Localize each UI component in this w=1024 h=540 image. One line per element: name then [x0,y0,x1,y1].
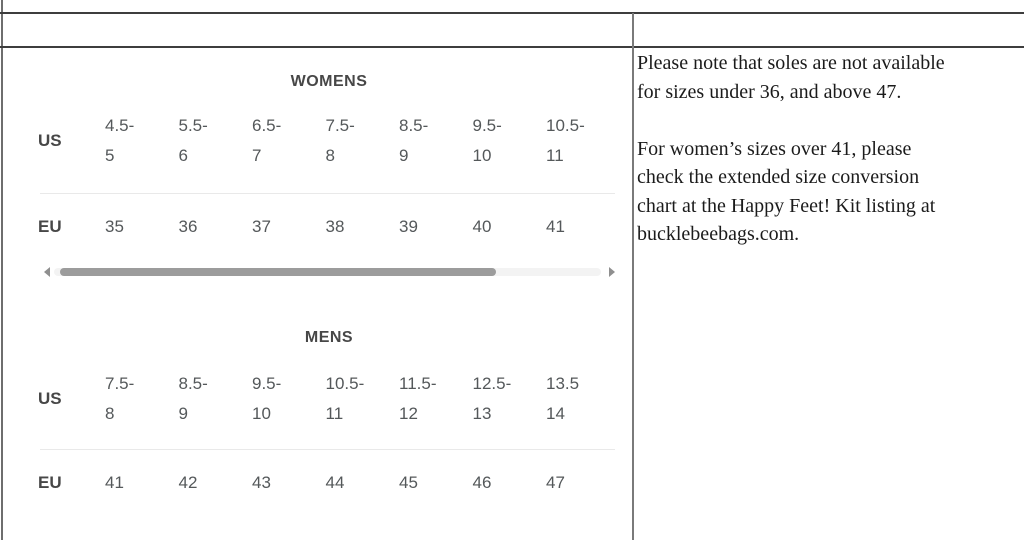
mens-us-label: US [38,389,62,408]
womens-us-cell: 10.5- 11 [546,116,585,165]
mens-us-cell: 10.5- 11 [325,374,365,423]
note-paragraph-extended-sizes: For women’s sizes over 41, please check … [637,137,936,246]
mens-eu-cell: 47 [546,473,565,492]
womens-eu-label: EU [38,217,62,236]
womens-eu-cell: 40 [472,217,492,236]
womens-eu-row: EU 35 36 37 38 39 40 41 [38,212,628,242]
womens-us-cell: 7.5- 8 [325,116,355,165]
womens-us-row: US 4.5- 5 5.5- 6 6.5- 7 7.5- 8 8.5- 9 9.… [38,110,628,172]
table-column-divider [632,13,634,540]
womens-eu-cell: 36 [178,217,198,236]
mens-us-cell: 12.5- 13 [472,374,512,423]
womens-us-cell: 4.5- 5 [105,116,135,165]
mens-eu-label: EU [38,473,62,492]
mens-eu-cell: 41 [105,473,124,492]
mens-us-row: US 7.5- 8 8.5- 9 9.5- 10 10.5- 11 11.5- … [38,368,628,430]
womens-us-cell: 8.5- 9 [399,116,429,165]
note-paragraph-soles: Please note that soles are not available… [637,52,945,103]
mens-eu-cell: 45 [399,473,418,492]
mens-us-cell: 11.5- 12 [399,374,437,423]
scrollbar-right-arrow-icon[interactable] [609,267,615,277]
womens-row-separator [40,193,615,194]
womens-us-cell: 9.5- 10 [472,116,502,165]
mens-us-cell: 8.5- 9 [178,374,208,423]
womens-eu-cell: 35 [105,217,124,236]
mens-eu-cell: 44 [325,473,345,492]
womens-us-label: US [38,131,62,150]
size-chart-panel: WOMENS US 4.5- 5 5.5- 6 6.5- 7 7.5- 8 8.… [3,48,632,540]
womens-eu-cell: 39 [399,217,418,236]
scrollbar-thumb[interactable] [60,268,496,276]
table-row-border [0,46,1024,48]
womens-eu-cell: 41 [546,217,565,236]
womens-eu-cell: 37 [252,217,271,236]
scrollbar-left-arrow-icon[interactable] [44,267,50,277]
mens-section-title: MENS [304,329,354,346]
womens-us-cell: 6.5- 7 [252,116,282,165]
table-row-border-top [0,12,1024,14]
mens-eu-cell: 43 [252,473,271,492]
horizontal-scrollbar[interactable] [43,265,616,279]
womens-eu-cell: 38 [325,217,345,236]
mens-us-cell: 9.5- 10 [252,374,282,423]
mens-row-separator [40,449,615,450]
mens-eu-row: EU 41 42 43 44 45 46 47 [38,468,628,498]
table-left-border [1,0,3,540]
mens-us-cell: 7.5- 8 [105,374,135,423]
mens-us-cell: 13.5 14 [546,374,580,423]
womens-us-cell: 5.5- 6 [178,116,208,165]
mens-eu-cell: 46 [472,473,492,492]
note-panel: Please note that soles are not available… [637,49,1019,277]
womens-section-title: WOMENS [290,73,368,90]
mens-eu-cell: 42 [178,473,198,492]
